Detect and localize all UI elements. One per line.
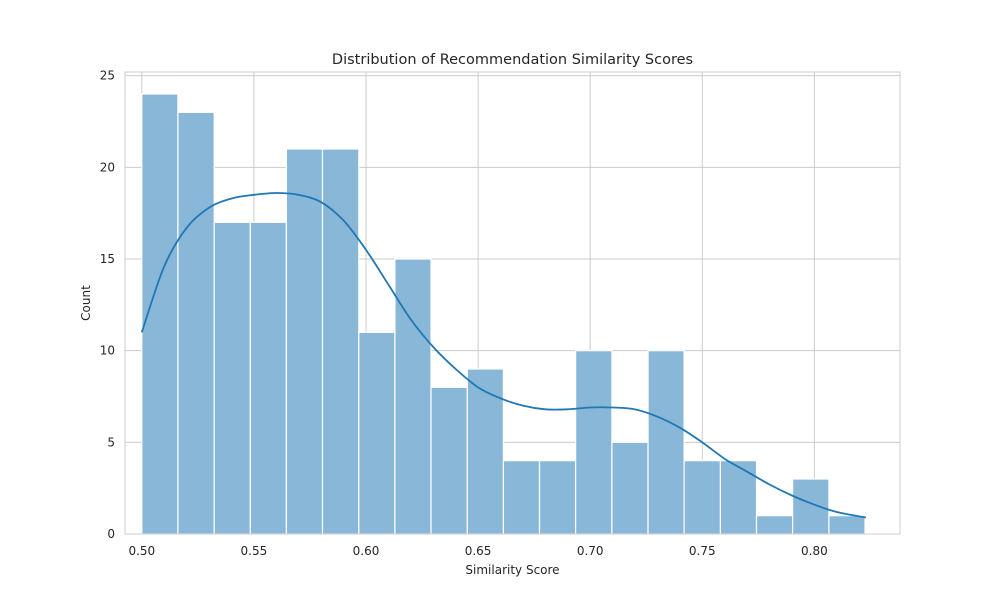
y-tick-label: 10 bbox=[100, 344, 115, 358]
histogram-bar bbox=[647, 350, 685, 535]
histogram-bar bbox=[611, 441, 649, 535]
y-tick-label: 20 bbox=[100, 160, 115, 174]
kde-curve bbox=[140, 192, 867, 519]
histogram-bar bbox=[213, 221, 251, 535]
y-tick-label: 5 bbox=[107, 435, 115, 449]
x-tick-label: 0.65 bbox=[465, 544, 492, 558]
y-tick-label: 15 bbox=[100, 252, 115, 266]
x-tick-label: 0.75 bbox=[689, 544, 716, 558]
histogram-bar bbox=[683, 460, 722, 535]
plot-frame bbox=[124, 71, 901, 535]
histogram-bar bbox=[755, 515, 794, 535]
chart-title: Distribution of Recommendation Similarit… bbox=[332, 52, 693, 68]
y-axis-label: Count bbox=[79, 285, 93, 321]
histogram-bar bbox=[502, 460, 541, 535]
x-tick-label: 0.70 bbox=[577, 544, 604, 558]
ticks-layer: 0.50 0.55 0.60 0.65 0.70 0.75 0.80 0 5 10 15 20 25 bbox=[100, 69, 828, 558]
kde-layer bbox=[140, 192, 867, 519]
histogram-bar bbox=[575, 350, 613, 535]
x-tick-label: 0.55 bbox=[241, 544, 268, 558]
x-tick-label: 0.80 bbox=[801, 544, 828, 558]
histogram-bar bbox=[466, 368, 505, 535]
x-tick-label: 0.50 bbox=[128, 544, 155, 558]
x-axis-label: Similarity Score bbox=[465, 563, 559, 577]
histogram-bar bbox=[719, 460, 758, 535]
histogram-bar bbox=[430, 386, 468, 535]
histogram-bar bbox=[394, 258, 432, 535]
histogram-bar bbox=[538, 460, 577, 535]
x-tick-label: 0.60 bbox=[353, 544, 380, 558]
histogram-bar bbox=[828, 515, 866, 535]
y-tick-label: 25 bbox=[100, 69, 115, 83]
histogram-bar bbox=[792, 478, 830, 535]
bars-layer bbox=[141, 93, 866, 535]
histogram-bar bbox=[177, 111, 215, 535]
histogram-bar bbox=[285, 148, 324, 535]
histogram-bar bbox=[249, 221, 288, 535]
y-tick-label: 0 bbox=[107, 527, 115, 541]
histogram-bar bbox=[358, 331, 396, 535]
